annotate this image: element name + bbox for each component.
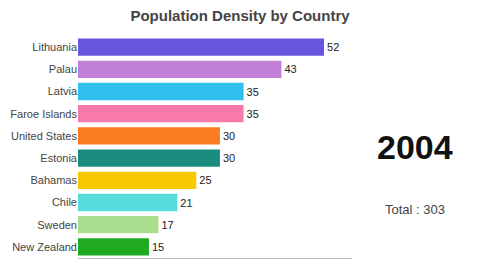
svg-text:52: 52 <box>327 41 339 53</box>
svg-text:Total : 303: Total : 303 <box>385 202 445 217</box>
svg-text:Faroe Islands: Faroe Islands <box>10 108 77 120</box>
svg-text:17: 17 <box>161 219 173 231</box>
svg-text:Lithuania: Lithuania <box>32 41 78 53</box>
svg-text:30: 30 <box>223 152 235 164</box>
svg-text:35: 35 <box>247 108 259 120</box>
svg-text:New Zealand: New Zealand <box>12 241 77 253</box>
svg-text:25: 25 <box>199 174 211 186</box>
svg-text:Sweden: Sweden <box>37 219 77 231</box>
svg-text:43: 43 <box>284 63 296 75</box>
svg-text:Latvia: Latvia <box>48 85 78 97</box>
svg-text:2004: 2004 <box>377 128 453 166</box>
svg-text:30: 30 <box>223 130 235 142</box>
svg-text:Population Density by Country: Population Density by Country <box>130 7 350 24</box>
svg-text:Estonia: Estonia <box>40 152 78 164</box>
svg-text:21: 21 <box>180 197 192 209</box>
svg-text:35: 35 <box>247 86 259 98</box>
svg-text:15: 15 <box>152 241 164 253</box>
svg-text:Bahamas: Bahamas <box>31 174 78 186</box>
svg-text:Chile: Chile <box>52 196 77 208</box>
svg-text:Palau: Palau <box>49 63 77 75</box>
svg-text:United States: United States <box>11 130 78 142</box>
